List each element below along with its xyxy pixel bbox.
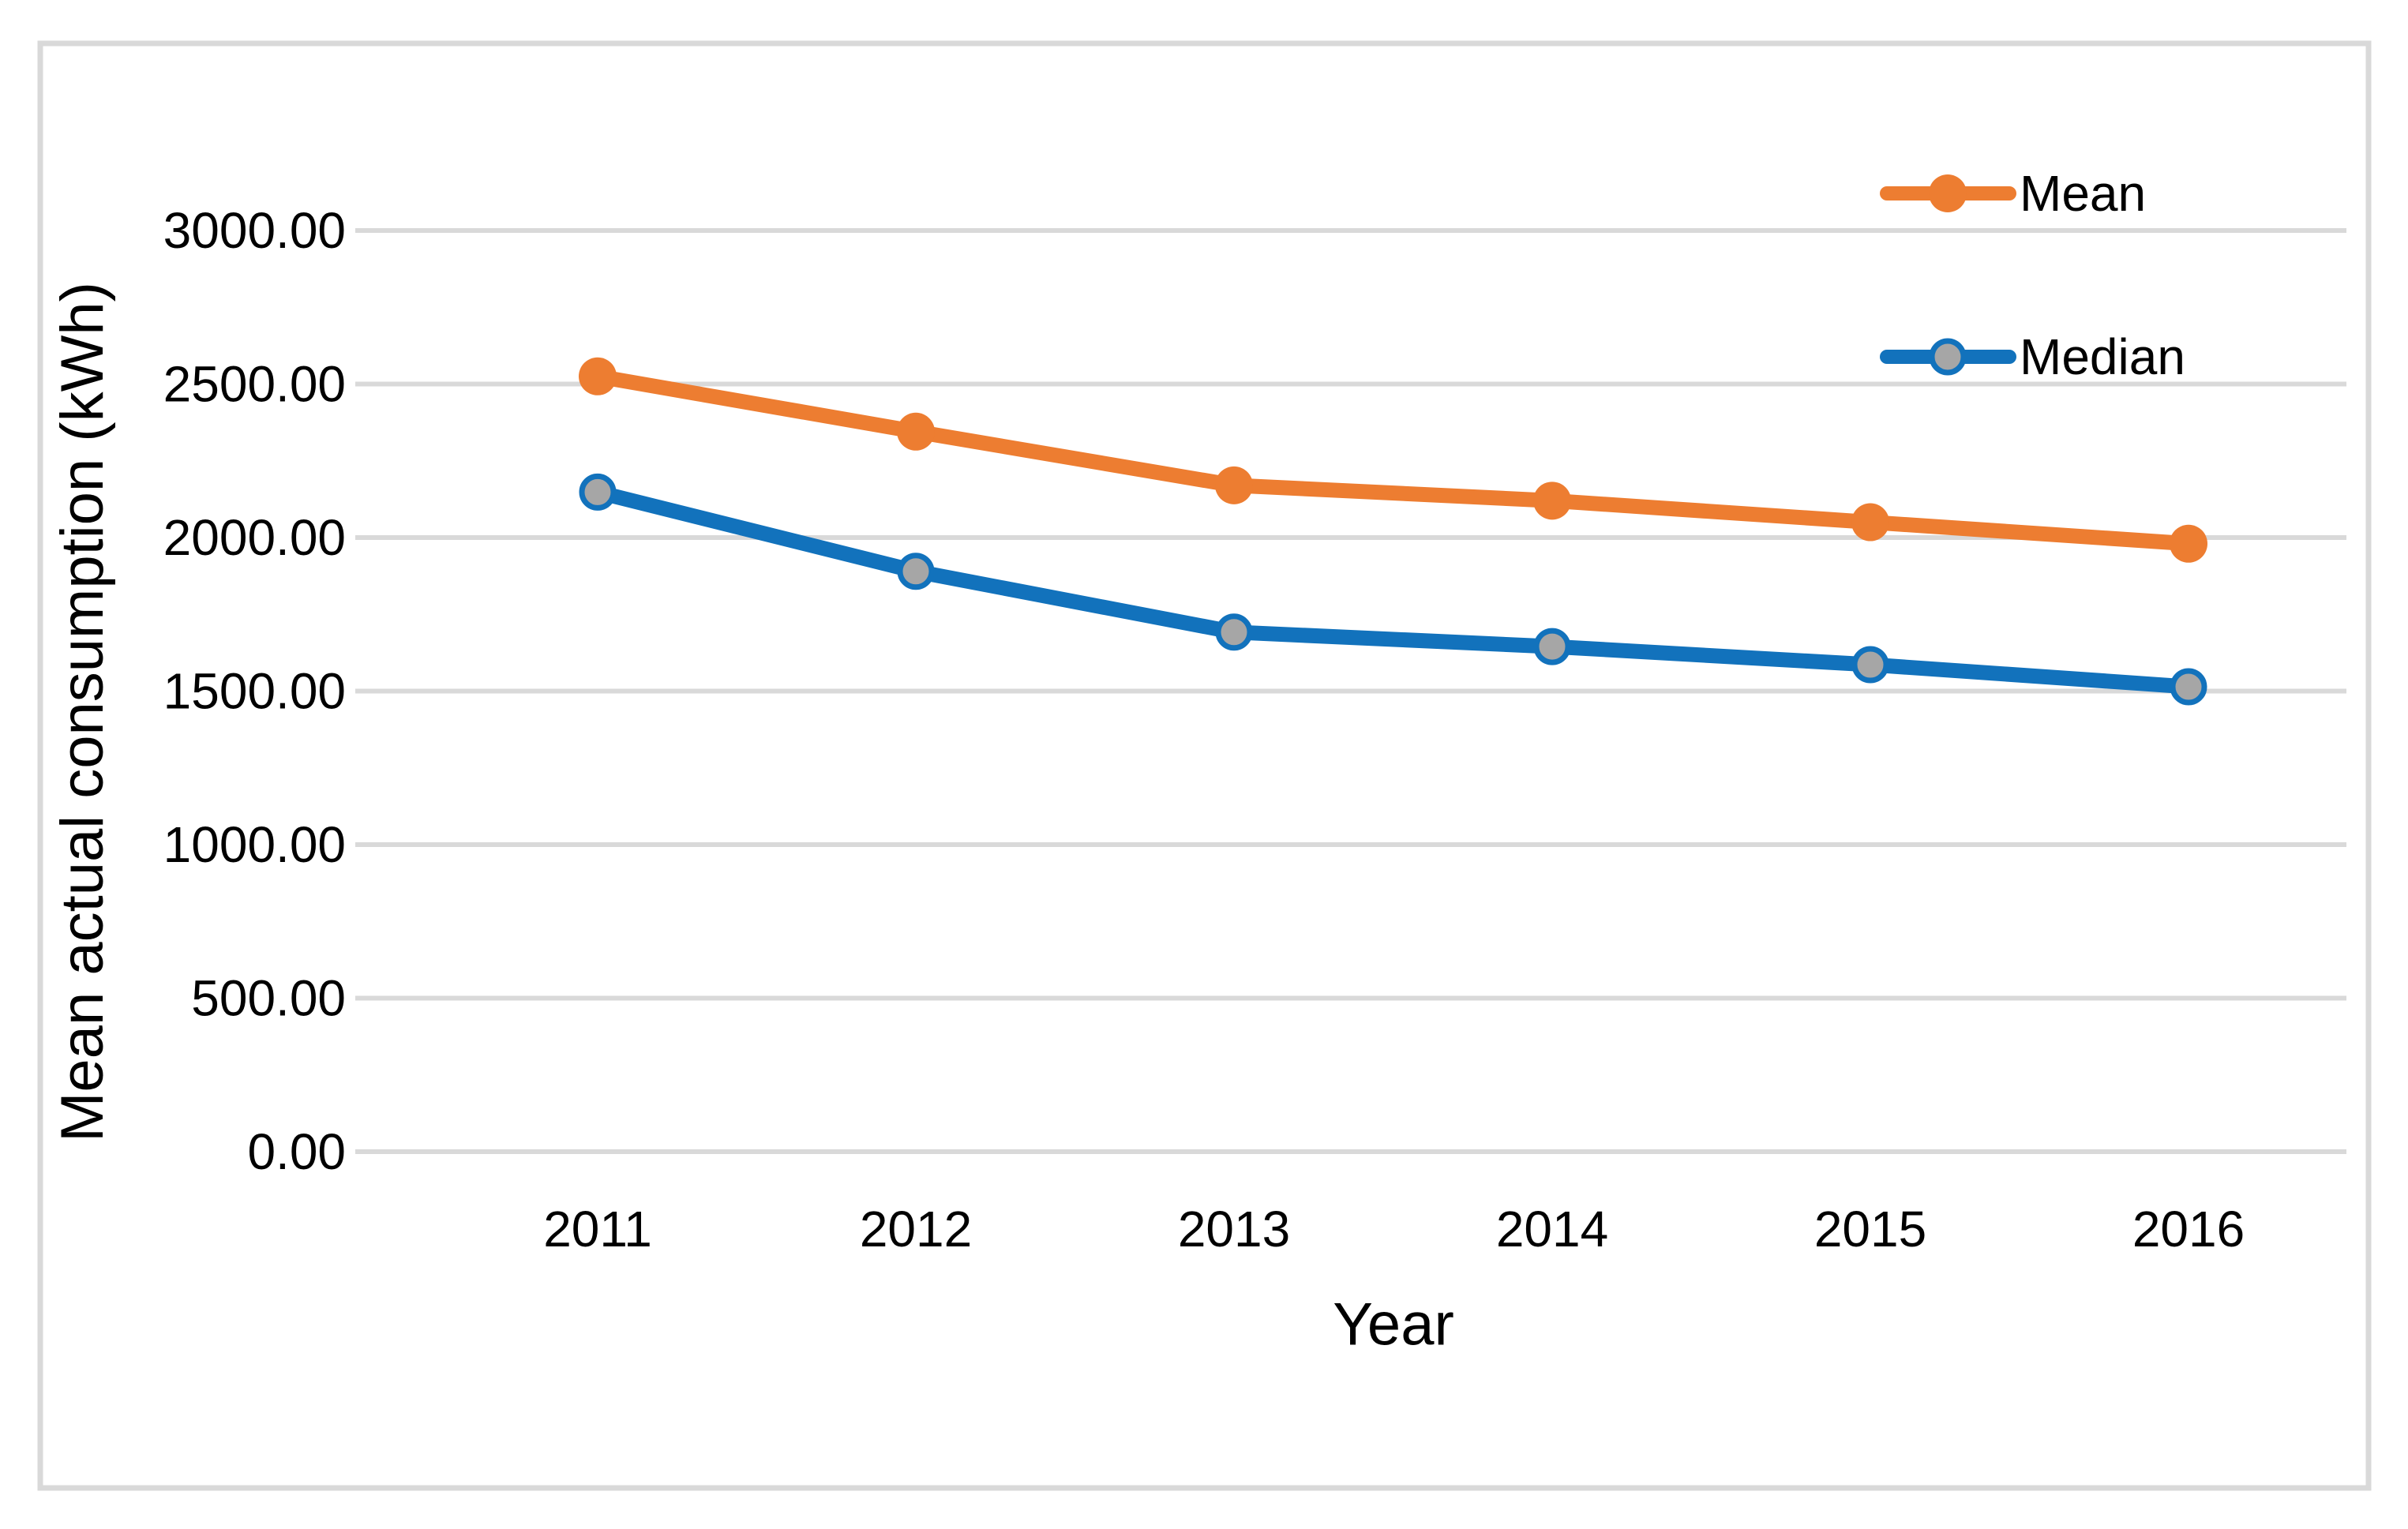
- legend-entry-mean: Mean: [1880, 165, 2146, 222]
- x-tick-label: 2012: [860, 1201, 972, 1257]
- legend-marker-median: [1929, 338, 1967, 376]
- data-point-mean: [579, 357, 617, 395]
- gridlines: [355, 228, 2346, 1154]
- x-tick-label: 2013: [1178, 1201, 1290, 1257]
- legend-label-median: Median: [2020, 328, 2185, 385]
- data-point-median: [897, 553, 935, 590]
- y-tick-label: 0.00: [247, 1123, 346, 1180]
- x-tick-label: 2015: [1814, 1201, 1926, 1257]
- y-tick-label: 500.00: [191, 970, 346, 1027]
- data-point-mean: [1533, 482, 1571, 520]
- legend-marker-mean: [1929, 174, 1967, 212]
- data-point-mean: [1851, 503, 1889, 542]
- data-point-mean: [1215, 466, 1253, 504]
- y-tick-label: 3000.00: [163, 202, 346, 259]
- series-line-median: [590, 484, 2196, 695]
- data-point-median: [1533, 628, 1571, 665]
- y-tick-label: 2500.00: [163, 356, 346, 413]
- x-tick-label: 2016: [2132, 1201, 2245, 1257]
- legend-entry-median: Median: [1880, 328, 2185, 385]
- data-point-median: [2170, 668, 2207, 706]
- chart-border: [37, 40, 2372, 1491]
- legend: Mean Median: [1880, 165, 2185, 385]
- y-tick-label: 2000.00: [163, 509, 346, 566]
- x-tick-label: 2014: [1496, 1201, 1608, 1257]
- y-axis-tick-labels: 0.00 500.00 1000.00 1500.00 2000.00 2500.00 30…: [163, 202, 346, 1180]
- data-point-mean: [2170, 524, 2207, 563]
- data-point-median: [1215, 613, 1253, 651]
- y-tick-label: 1000.00: [163, 816, 346, 873]
- y-tick-label: 1500.00: [163, 663, 346, 720]
- series-layer: [579, 357, 2207, 706]
- x-tick-label: 2011: [543, 1201, 652, 1257]
- data-point-median: [1851, 646, 1889, 684]
- data-point-mean: [897, 412, 935, 451]
- y-axis-title: Mean actual consumption (kWh): [49, 282, 116, 1142]
- x-axis-tick-labels: 2011 2012 2013 2014 2015 2016: [543, 1201, 2245, 1257]
- legend-label-mean: Mean: [2020, 165, 2146, 222]
- data-point-median: [579, 473, 617, 511]
- x-axis-title: Year: [1333, 1291, 1454, 1358]
- series-line-mean: [590, 369, 2196, 552]
